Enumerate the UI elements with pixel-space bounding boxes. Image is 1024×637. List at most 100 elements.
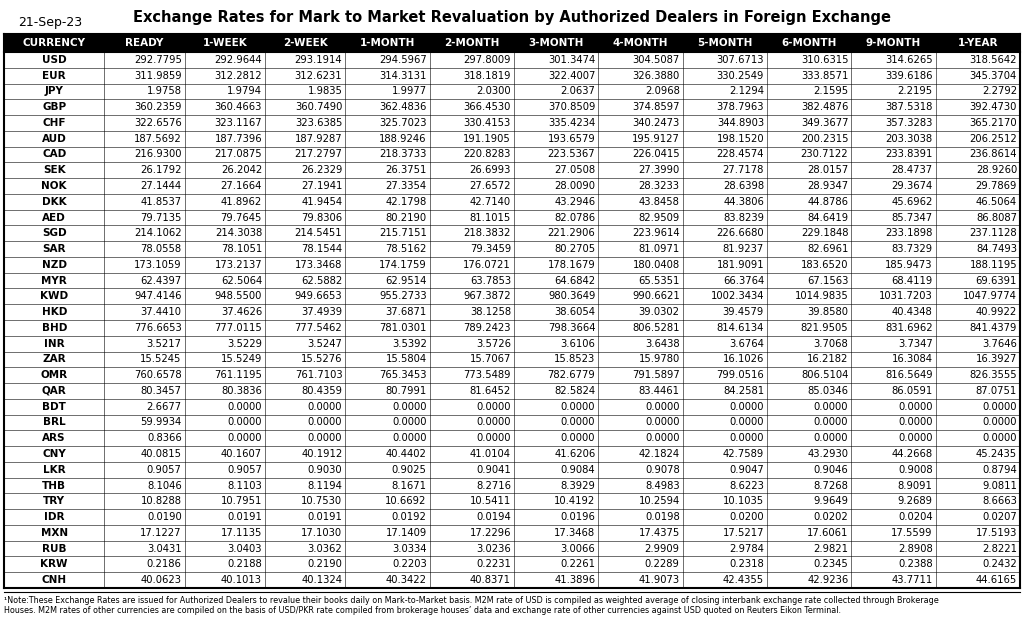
Text: 10.2594: 10.2594 [638,496,680,506]
Text: 10.5411: 10.5411 [470,496,511,506]
Text: 1-YEAR: 1-YEAR [957,38,998,48]
Bar [4,304,1020,320]
Text: 82.6961: 82.6961 [807,244,848,254]
Text: 307.6713: 307.6713 [717,55,764,65]
Text: 3.7347: 3.7347 [898,339,933,348]
Text: 0.0000: 0.0000 [476,417,511,427]
Text: 80.3836: 80.3836 [221,386,262,396]
Text: 29.3674: 29.3674 [892,181,933,191]
Text: 228.4574: 228.4574 [717,150,764,159]
Text: 21-Sep-23: 21-Sep-23 [18,16,82,29]
Text: 8.6223: 8.6223 [729,480,764,490]
Text: 0.2318: 0.2318 [729,559,764,569]
Text: 2.1595: 2.1595 [813,87,848,96]
Text: 29.7869: 29.7869 [976,181,1017,191]
Text: 0.2231: 0.2231 [476,559,511,569]
Text: 173.2137: 173.2137 [214,260,262,270]
Text: 301.3474: 301.3474 [548,55,595,65]
Text: 3.6106: 3.6106 [560,339,595,348]
Text: 318.1819: 318.1819 [464,71,511,81]
Text: 330.4153: 330.4153 [464,118,511,128]
Text: 217.0875: 217.0875 [214,150,262,159]
Text: 206.2512: 206.2512 [970,134,1017,144]
Text: 10.6692: 10.6692 [385,496,427,506]
Text: 10.7530: 10.7530 [301,496,342,506]
Text: 86.0591: 86.0591 [892,386,933,396]
Text: NOK: NOK [41,181,67,191]
Text: 2.8221: 2.8221 [982,543,1017,554]
Text: 791.5897: 791.5897 [632,370,680,380]
Text: BRL: BRL [43,417,66,427]
Text: 0.0000: 0.0000 [476,433,511,443]
Text: DKK: DKK [42,197,67,207]
Text: 16.1026: 16.1026 [723,354,764,364]
Text: 85.0346: 85.0346 [807,386,848,396]
Text: 789.2423: 789.2423 [464,323,511,333]
Text: 761.1195: 761.1195 [214,370,262,380]
Text: 335.4234: 335.4234 [548,118,595,128]
Text: 382.4876: 382.4876 [801,102,848,112]
Bar [4,399,1020,415]
Text: 0.9057: 0.9057 [146,465,181,475]
Text: 215.7151: 215.7151 [379,228,427,238]
Text: 198.1520: 198.1520 [717,134,764,144]
Text: 8.1194: 8.1194 [307,480,342,490]
Text: 41.0104: 41.0104 [470,449,511,459]
Text: 990.6621: 990.6621 [632,291,680,301]
Text: 80.7991: 80.7991 [385,386,427,396]
Text: 27.7178: 27.7178 [723,165,764,175]
Text: 1.9977: 1.9977 [391,87,427,96]
Text: 217.2797: 217.2797 [295,150,342,159]
Text: 37.4410: 37.4410 [140,307,181,317]
Text: 45.6962: 45.6962 [891,197,933,207]
Text: 42.4355: 42.4355 [723,575,764,585]
Text: KWD: KWD [40,291,69,301]
Bar [4,336,1020,352]
Text: 41.8962: 41.8962 [221,197,262,207]
Text: 17.6061: 17.6061 [807,528,848,538]
Text: 0.0000: 0.0000 [729,417,764,427]
Bar [4,210,1020,225]
Text: 84.6419: 84.6419 [807,213,848,222]
Text: 38.6054: 38.6054 [554,307,595,317]
Text: 62.4397: 62.4397 [140,276,181,285]
Text: 294.5967: 294.5967 [379,55,427,65]
Text: 3.0236: 3.0236 [476,543,511,554]
Text: 9-MONTH: 9-MONTH [866,38,922,48]
Bar [4,509,1020,525]
Text: 2.0300: 2.0300 [476,87,511,96]
Text: 15.9780: 15.9780 [638,354,680,364]
Text: 78.1544: 78.1544 [301,244,342,254]
Text: 40.1607: 40.1607 [221,449,262,459]
Text: ARS: ARS [42,433,66,443]
Text: 65.5351: 65.5351 [638,276,680,285]
Text: 3.0066: 3.0066 [560,543,595,554]
Text: 85.7347: 85.7347 [892,213,933,222]
Text: 0.0000: 0.0000 [982,402,1017,412]
Text: 187.9287: 187.9287 [295,134,342,144]
Text: 0.0000: 0.0000 [898,433,933,443]
Text: 86.8087: 86.8087 [976,213,1017,222]
Text: 83.7329: 83.7329 [892,244,933,254]
Text: 3.0334: 3.0334 [392,543,427,554]
Text: 322.4007: 322.4007 [548,71,595,81]
Text: 180.0408: 180.0408 [633,260,680,270]
Text: 15.5276: 15.5276 [301,354,342,364]
Text: 83.8239: 83.8239 [723,213,764,222]
Text: 0.0207: 0.0207 [982,512,1017,522]
Text: 0.0000: 0.0000 [645,433,680,443]
Text: 344.8903: 344.8903 [717,118,764,128]
Text: 17.4375: 17.4375 [638,528,680,538]
Text: 0.0000: 0.0000 [561,433,595,443]
Text: 0.0200: 0.0200 [729,512,764,522]
Text: 226.6680: 226.6680 [717,228,764,238]
Text: 193.6579: 193.6579 [548,134,595,144]
Text: 311.9859: 311.9859 [134,71,181,81]
Text: 345.3704: 345.3704 [970,71,1017,81]
Text: 826.3555: 826.3555 [970,370,1017,380]
Text: 948.5500: 948.5500 [215,291,262,301]
Bar [4,99,1020,115]
Text: 203.3038: 203.3038 [886,134,933,144]
Text: 8.7268: 8.7268 [813,480,848,490]
Text: 188.1195: 188.1195 [970,260,1017,270]
